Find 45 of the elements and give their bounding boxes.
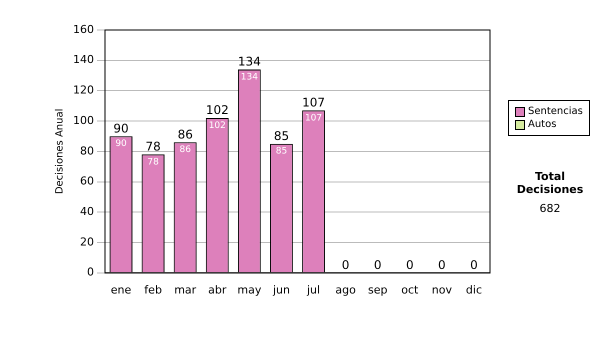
data-label: 90 <box>115 139 128 150</box>
x-tick-label: abr <box>208 283 227 296</box>
total-label: 0 <box>438 258 446 272</box>
text: 682 <box>538 202 562 215</box>
y-tick-label: 100 <box>72 114 94 127</box>
x-tick-label: may <box>237 283 262 296</box>
y-tick-label: 60 <box>80 174 94 188</box>
y-tick-label: 0 <box>86 266 94 279</box>
legend-label: Autos <box>528 118 556 131</box>
total-label: 85 <box>274 128 290 143</box>
total-label: 134 <box>238 54 261 69</box>
y-tick-label: 140 <box>72 53 94 66</box>
y-tick-label: 20 <box>80 235 94 248</box>
text: Total Decisiones <box>516 170 584 196</box>
x-tick-label: sep <box>368 283 388 296</box>
x-tick-label: jun <box>272 283 290 296</box>
x-tick-label: jul <box>306 283 320 296</box>
x-tick-label: nov <box>432 283 452 296</box>
total-label: 107 <box>302 96 325 110</box>
y-tick-label: 160 <box>72 22 94 36</box>
total-label: 0 <box>406 258 414 272</box>
y-tick-label: 40 <box>80 204 94 218</box>
y-axis-title: Decisiones Anual <box>54 108 66 194</box>
legend-label: Sentencias <box>528 105 583 118</box>
total-label: 0 <box>470 258 478 272</box>
data-label: 78 <box>147 157 160 168</box>
x-tick-label: oct <box>401 283 420 296</box>
data-label: 134 <box>240 72 258 82</box>
x-tick-label: ago <box>335 283 356 296</box>
data-label: 85 <box>276 146 288 157</box>
data-label: 102 <box>208 120 226 131</box>
total-label: 86 <box>178 127 193 142</box>
total-label: 78 <box>145 140 161 154</box>
y-tick-label: 120 <box>72 84 94 97</box>
y-tick-label: 80 <box>80 144 94 158</box>
x-tick-label: feb <box>144 283 162 296</box>
data-label: 86 <box>179 145 192 156</box>
x-tick-label: ene <box>110 283 132 296</box>
x-tick-label: dic <box>466 283 482 296</box>
total-label: 90 <box>113 121 129 136</box>
total-label: 102 <box>206 103 229 118</box>
data-label: 107 <box>304 113 322 124</box>
total-label: 0 <box>342 258 350 272</box>
x-tick-label: mar <box>174 283 197 296</box>
total-label: 0 <box>374 258 382 272</box>
